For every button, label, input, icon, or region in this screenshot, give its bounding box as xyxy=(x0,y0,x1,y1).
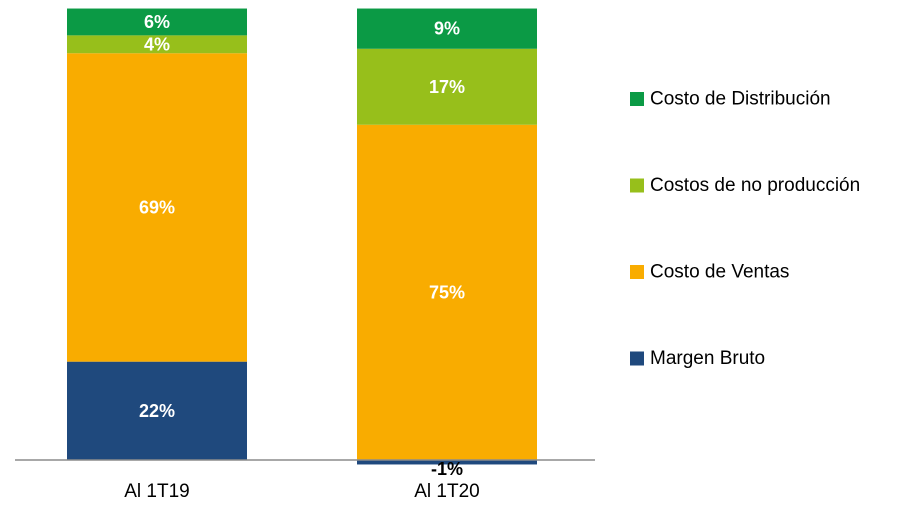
legend-swatch-costos-de-no-produccion xyxy=(630,178,644,193)
legend-swatch-costo-de-ventas xyxy=(630,265,644,279)
legend-swatch-costo-de-distribucion xyxy=(630,92,644,106)
bar-costos-de-no-produccion-al-1t20-label: 17% xyxy=(429,77,465,97)
category-label-al-1t20: Al 1T20 xyxy=(414,481,479,502)
bar-costo-de-distribucion-al-1t19-label: 6% xyxy=(144,12,170,32)
legend-label-costo-de-distribucion: Costo de Distribución xyxy=(650,89,831,110)
legend-label-costo-de-ventas: Costo de Ventas xyxy=(650,262,789,283)
legend-label-margen-bruto: Margen Bruto xyxy=(650,348,765,369)
bar-costo-de-distribucion-al-1t20 xyxy=(357,8,537,49)
bar-costos-de-no-produccion-al-1t19 xyxy=(67,35,247,54)
bar-margen-bruto-al-1t19-label: 22% xyxy=(139,401,175,421)
bar-costos-de-no-produccion-al-1t19-label: 4% xyxy=(144,34,170,54)
category-label-al-1t19: Al 1T19 xyxy=(124,481,189,502)
bar-costo-de-distribucion-al-1t19 xyxy=(67,8,247,36)
bar-costo-de-ventas-al-1t19 xyxy=(67,53,247,362)
legend-swatch-margen-bruto xyxy=(630,351,644,366)
bar-margen-bruto-al-1t19 xyxy=(67,361,247,460)
bar-margen-bruto-al-1t20-label: -1% xyxy=(431,459,463,479)
bar-costo-de-ventas-al-1t20-label: 75% xyxy=(429,282,465,302)
bar-costo-de-ventas-al-1t19-label: 69% xyxy=(139,197,175,217)
bar-costo-de-ventas-al-1t20 xyxy=(357,124,537,460)
bar-costos-de-no-produccion-al-1t20 xyxy=(357,48,537,125)
bar-margen-bruto-al-1t20 xyxy=(357,460,537,465)
legend-label-costos-de-no-produccion: Costos de no producción xyxy=(650,175,860,196)
bar-costo-de-distribucion-al-1t20-label: 9% xyxy=(434,19,460,39)
